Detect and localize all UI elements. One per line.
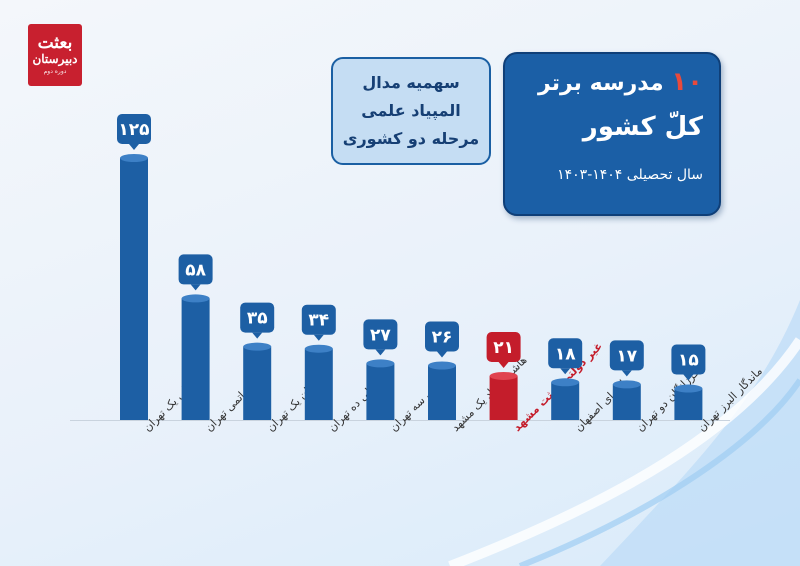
subtitle-line-3: مرحله دو کشوری — [342, 129, 480, 148]
value-badge-pointer — [437, 351, 447, 358]
data-label: ۲۷ — [370, 325, 391, 345]
data-label: ۳۴ — [308, 311, 329, 331]
subtitle-box: سهمیه مدال المپیاد علمی مرحله دو کشوری — [331, 57, 491, 165]
bar — [120, 158, 148, 420]
title-number: ۱۰ — [671, 67, 703, 97]
value-badge-pointer — [129, 144, 139, 150]
data-label: ۱۷ — [616, 346, 637, 366]
x-tick-label: ماندگار البرز تهران — [695, 364, 765, 434]
data-label: ۱۲۵ — [118, 120, 149, 140]
value-badge — [240, 302, 275, 333]
bar — [181, 298, 210, 420]
value-badge — [486, 331, 521, 362]
bar — [243, 346, 272, 420]
title-box: ۱۰ مدرسه برتر کلّ کشور سال تحصیلی ۱۴۰۴-۱… — [503, 52, 721, 216]
data-label: ۲۶ — [432, 328, 453, 348]
bar — [428, 365, 456, 420]
data-label: ۱۵ — [678, 351, 699, 371]
title-line-1: ۱۰ مدرسه برتر — [517, 62, 703, 104]
value-badge-pointer — [498, 361, 509, 368]
title-text-1: مدرسه برتر — [538, 71, 664, 96]
bar-cap — [428, 361, 456, 370]
value-badge-pointer — [375, 349, 386, 356]
data-label: ۳۵ — [247, 309, 268, 329]
data-label: ۵۸ — [185, 260, 206, 280]
value-badge — [363, 319, 398, 350]
subtitle-line-1: سهمیه مدال — [362, 73, 460, 92]
logo-line-2: دبیرستان — [32, 52, 78, 66]
bar-cap — [243, 342, 272, 351]
bar — [674, 388, 703, 420]
value-badge — [301, 304, 336, 335]
value-badge-pointer — [683, 374, 694, 381]
value-badge — [671, 344, 706, 375]
bar-cap — [674, 384, 703, 393]
subtitle-line-2: المپیاد علمی — [361, 101, 461, 120]
logo-line-1: بعثت — [37, 33, 73, 53]
bar-cap — [181, 294, 210, 303]
data-label: ۱۸ — [555, 344, 576, 364]
bar-cap — [366, 359, 395, 368]
bar — [551, 382, 580, 420]
value-badge — [609, 340, 644, 371]
bar — [489, 375, 518, 420]
title-line-2: کلّ کشور — [582, 112, 703, 142]
value-badge — [548, 338, 583, 369]
value-badge-pointer — [190, 284, 201, 291]
value-badge-pointer — [621, 370, 632, 377]
data-label: ۲۱ — [493, 338, 514, 358]
value-badge-pointer — [560, 368, 571, 375]
value-badge-pointer — [313, 334, 324, 341]
bar-cap — [304, 344, 333, 353]
value-badge-pointer — [252, 332, 263, 339]
title-year: سال تحصیلی ۱۴۰۴-۱۴۰۳ — [557, 167, 703, 183]
value-badge — [117, 114, 151, 144]
bar-cap — [612, 380, 641, 389]
bar-cap — [489, 371, 518, 380]
brand-logo: بعثت دبیرستان دوره دوم — [28, 24, 82, 86]
logo-line-3: دوره دوم — [43, 68, 67, 75]
value-badge — [178, 254, 213, 285]
bar — [304, 348, 333, 420]
value-badge — [425, 321, 459, 352]
bar-cap — [120, 154, 148, 162]
bar — [366, 363, 395, 420]
bar — [612, 384, 641, 420]
bar-cap — [551, 378, 580, 387]
